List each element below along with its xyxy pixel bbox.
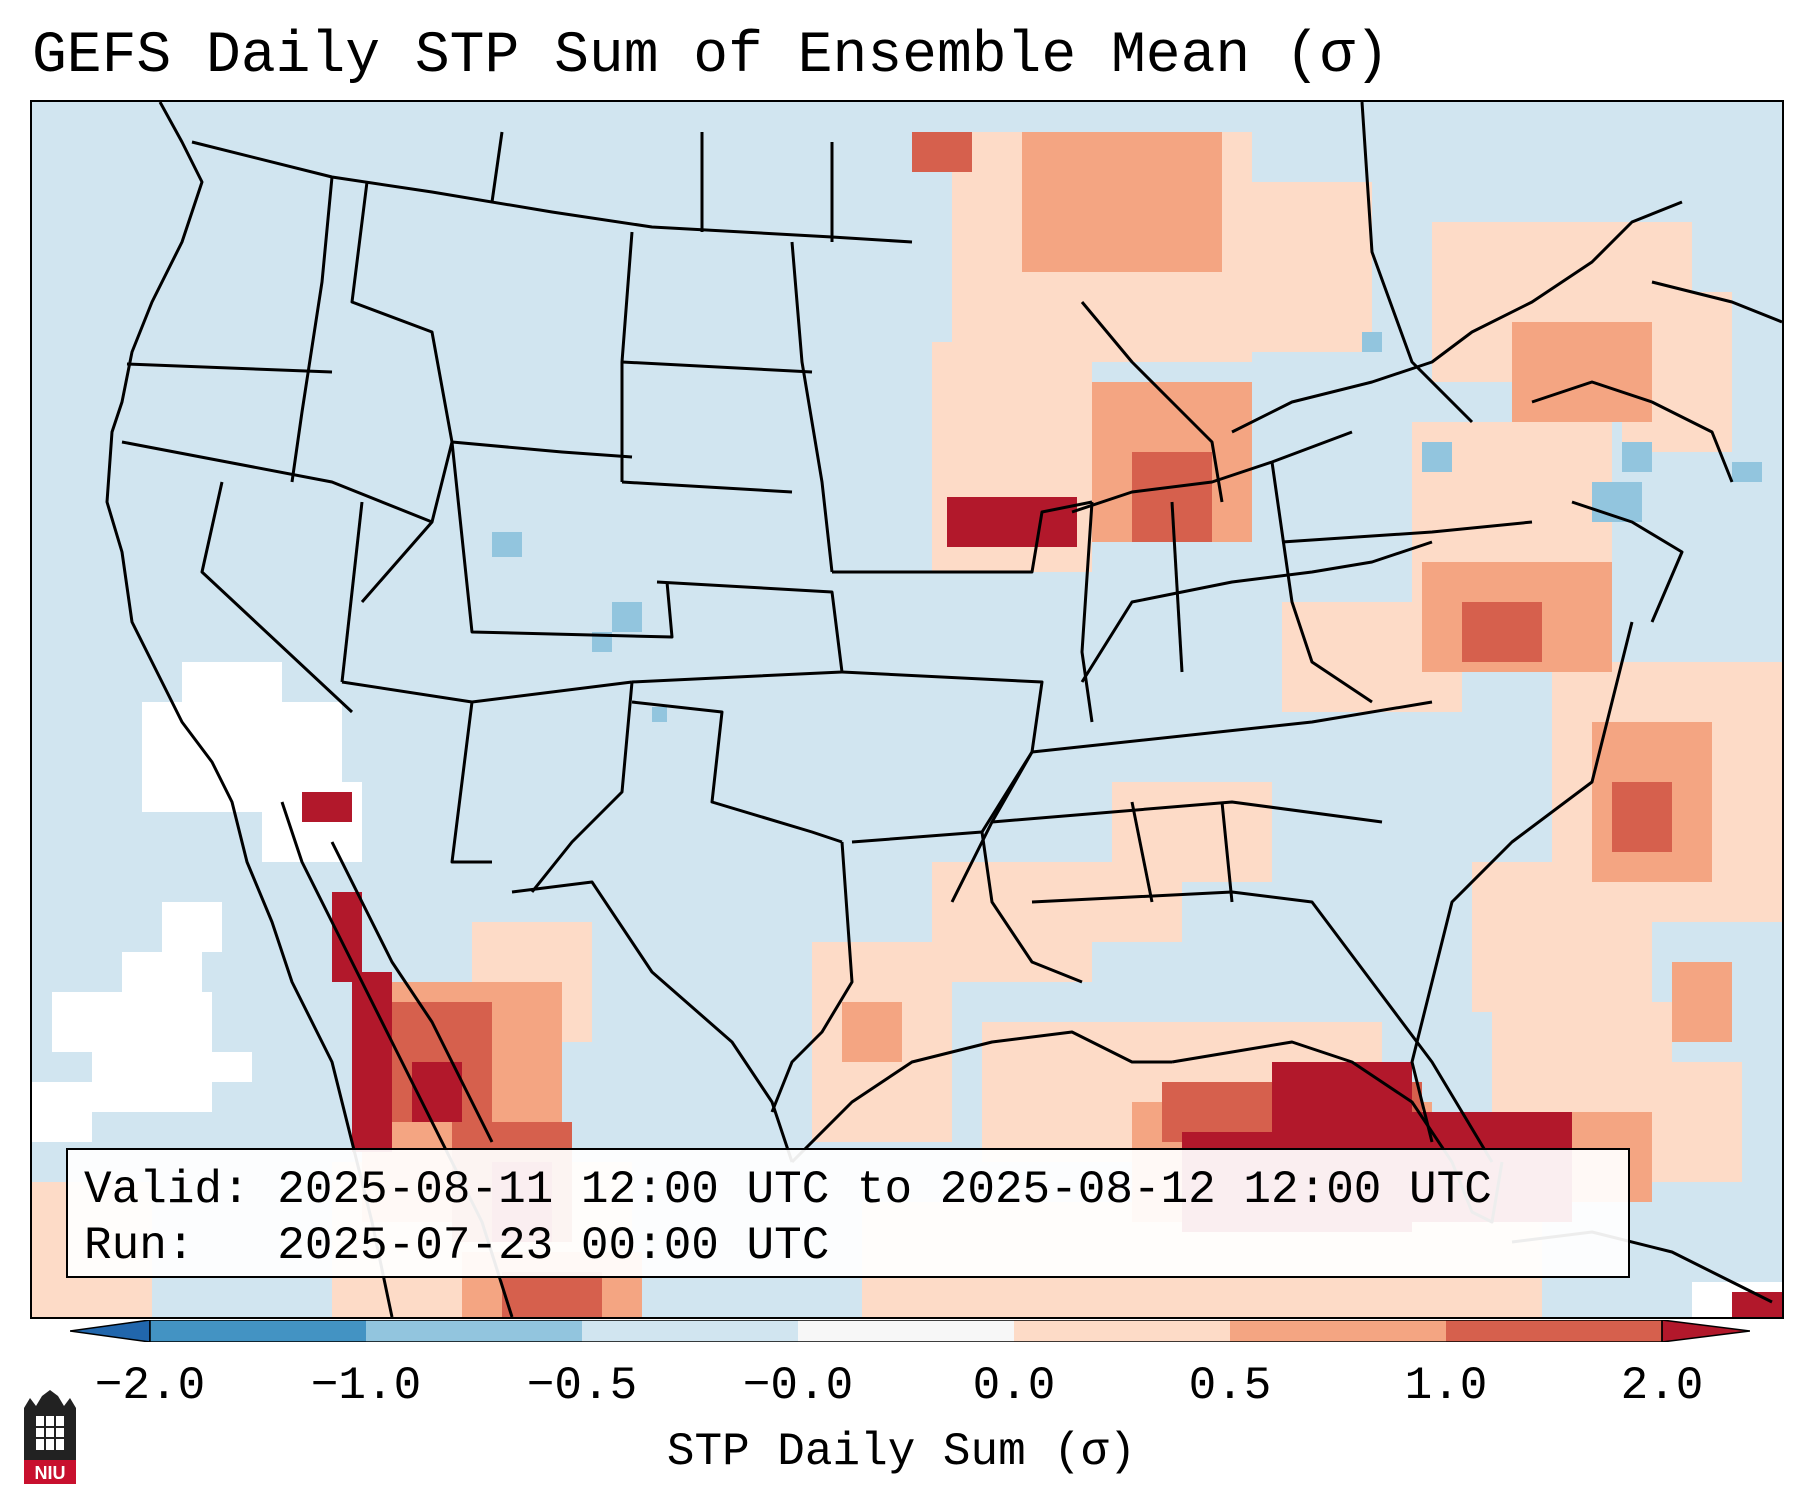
colorbar-tick-label: −2.0	[94, 1360, 206, 1412]
colorbar-segment	[1446, 1320, 1662, 1342]
colorbar-tick-label: 0.0	[972, 1360, 1056, 1412]
logo-text: NIU	[35, 1463, 66, 1483]
chart-title: GEFS Daily STP Sum of Ensemble Mean (σ)	[32, 24, 1390, 89]
colorbar-segment	[366, 1320, 582, 1342]
colorbar-over-arrow	[1661, 1320, 1750, 1342]
colorbar-tick-label: −0.0	[742, 1360, 854, 1412]
colorbar-segment	[582, 1320, 798, 1342]
colorbar-segment	[1014, 1320, 1230, 1342]
state-boundaries	[105, 102, 1782, 1317]
colorbar-frame	[149, 1320, 1663, 1342]
colorbar-segment	[1230, 1320, 1446, 1342]
colorbar-title: STP Daily Sum (σ)	[666, 1426, 1137, 1478]
colorbar-tick-label: 1.0	[1404, 1360, 1488, 1412]
stp-map	[30, 100, 1784, 1319]
colorbar-under-arrow	[70, 1320, 151, 1342]
colorbar-tick-label: 0.5	[1188, 1360, 1272, 1412]
map-canvas	[32, 102, 1782, 1317]
colorbar-segment	[150, 1320, 366, 1342]
run-time-line: Run: 2025-07-23 00:00 UTC	[84, 1220, 830, 1272]
colorbar	[70, 1320, 1750, 1342]
niu-logo: NIU	[24, 1390, 76, 1484]
colorbar-tick-label: 2.0	[1620, 1360, 1704, 1412]
colorbar-tick-label: −1.0	[310, 1360, 422, 1412]
colorbar-segment	[798, 1320, 1014, 1342]
stp-field-negative	[492, 332, 1762, 722]
colorbar-tick-label: −0.5	[526, 1360, 638, 1412]
valid-time-line: Valid: 2025-08-11 12:00 UTC to 2025-08-1…	[84, 1164, 1492, 1216]
validity-info-box: Valid: 2025-08-11 12:00 UTC to 2025-08-1…	[66, 1148, 1630, 1278]
